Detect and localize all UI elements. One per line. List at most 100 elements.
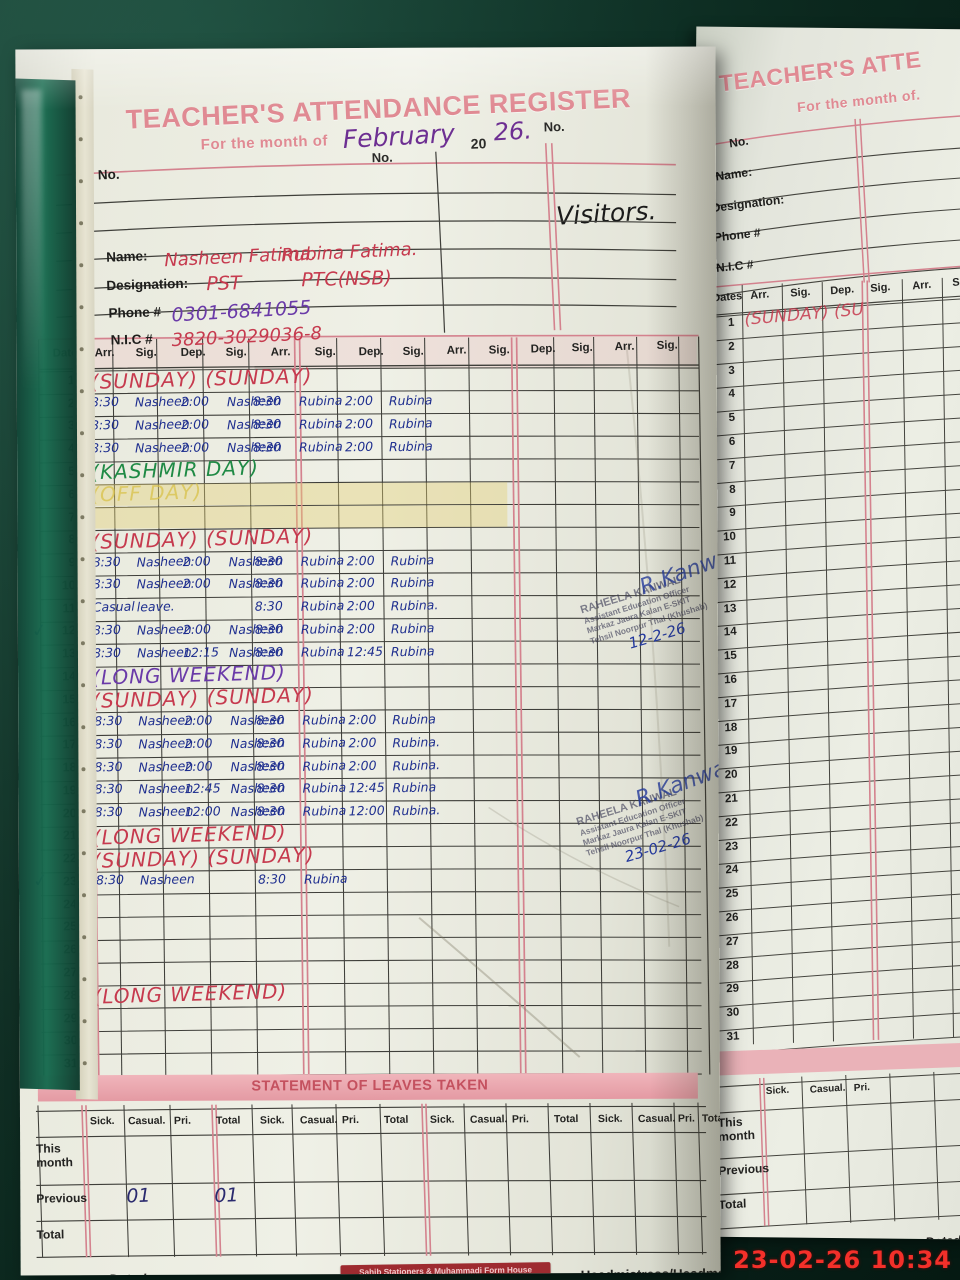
binding-hole	[81, 725, 86, 730]
attendance-grid	[35, 143, 711, 1259]
cell-arr1: 8:30	[94, 735, 123, 752]
cell-arr2: 8:30	[256, 757, 285, 774]
cell-dep2: 2:00	[348, 757, 377, 773]
leaves-col-header: Pri.	[511, 1113, 530, 1126]
designation-value-1: PST	[206, 272, 242, 296]
col-header-dep-3: Dep.	[180, 346, 206, 360]
cell-sig3: Rubina	[301, 643, 346, 660]
cell-sig3: Rubina	[300, 620, 345, 637]
binding-hole	[78, 95, 83, 100]
cell-arr1: 8:30	[93, 712, 123, 729]
right-date-number: 21	[724, 792, 739, 806]
right-date-number: 17	[724, 697, 738, 711]
binding-hole	[82, 1019, 87, 1024]
cell-arr1: 8:30	[90, 393, 120, 410]
cell-dep1: 12:15	[183, 644, 220, 660]
cell-dep1: 12:00	[184, 803, 222, 820]
right-leaves-col-header: Sick.	[765, 1084, 790, 1098]
cell-sig4: Rubina.	[392, 802, 441, 819]
cell-sig3: Rubina	[303, 871, 348, 888]
cell-sig4: Rubina	[390, 574, 435, 591]
leaves-col-header: Pri.	[677, 1112, 696, 1125]
right-date-number: 19	[724, 744, 738, 758]
right-leaves-row-label: This month	[717, 1114, 756, 1145]
col-header-arr-9: Arr.	[446, 344, 467, 358]
cell-arr2: 8:30	[255, 643, 284, 660]
col-header-sig-6: Sig.	[314, 345, 336, 359]
binding-hole	[81, 683, 86, 688]
cell-dep2: 2:00	[346, 597, 376, 614]
cell-sig3: Rubina	[302, 757, 347, 774]
field-label-4: N.I.C #	[110, 331, 153, 348]
cell-sig3: Rubina	[300, 552, 345, 569]
cell-sig3: Rubina	[302, 780, 347, 796]
leaves-col-header: Total	[553, 1112, 579, 1126]
camera-timestamp: 23-02-26 10:34	[733, 1246, 952, 1274]
cell-sig4: Rubina	[389, 438, 434, 454]
field-label-2: Designation:	[106, 275, 189, 294]
cell-dep1: 12:45	[184, 780, 221, 797]
cell-sig3: Rubina	[299, 438, 344, 455]
cell-arr1: 8:30	[92, 621, 122, 638]
cell-dep1: 2:00	[184, 757, 213, 774]
binding-hole	[81, 851, 86, 856]
cell-arr2: 8:30	[256, 734, 285, 751]
right-date-number: 30	[726, 1006, 740, 1020]
cell-dep2: 2:00	[344, 415, 374, 432]
field-label-3: Phone #	[108, 304, 162, 321]
cell-arr1: 8:30	[92, 553, 121, 570]
cell-dep2: 2:00	[348, 734, 377, 751]
right-page-grid	[700, 113, 960, 1231]
right-date-number: 29	[726, 982, 740, 996]
cell-arr1: 8:30	[93, 644, 122, 661]
previous-casual-value: 01	[125, 1184, 151, 1208]
right-field-label-0: No.	[728, 133, 750, 151]
binding-hole	[81, 767, 86, 772]
cell-arr1: 8:30	[95, 872, 124, 888]
col-header-sig-2: Sig.	[135, 346, 157, 360]
binding-hole	[82, 1061, 87, 1066]
leaves-col-header: Sick.	[597, 1112, 623, 1126]
cell-sig3: Rubina	[300, 575, 345, 592]
right-date-number: 31	[726, 1030, 740, 1044]
cell-arr2: 8:30	[254, 575, 283, 592]
cell-arr1: 8:30	[94, 803, 124, 820]
col-header-dep-7: Dep.	[358, 345, 384, 359]
cell-arr1: 8:30	[91, 439, 120, 456]
cell-arr2: 8:30	[254, 620, 284, 637]
right-date-number: 23	[725, 840, 739, 853]
col-header-dep-11: Dep.	[530, 342, 556, 356]
cell-arr2: 8:30	[256, 803, 286, 819]
binding-hole	[78, 137, 83, 142]
binding-hole	[79, 389, 84, 394]
cell-dep2: 12:45	[348, 779, 385, 796]
cell-arr1: 8:30	[94, 758, 123, 775]
binding-hole	[80, 473, 85, 478]
right-date-number: 28	[725, 959, 740, 972]
cell-arr2: 8:30	[252, 393, 282, 409]
col-header-arr-5: Arr.	[270, 346, 291, 359]
col-header-arr-13: Arr.	[614, 340, 635, 353]
right-col-header-1: Arr.	[749, 288, 770, 302]
cell-dep1: 2:00	[184, 735, 213, 751]
cell-arr2: 8:30	[254, 552, 283, 569]
statement-title: STATEMENT OF LEAVES TAKEN	[251, 1077, 489, 1095]
cell-sig3: Rubina	[298, 392, 343, 409]
leaves-row-label: Total	[36, 1227, 65, 1242]
binding-hole	[80, 641, 85, 646]
col-header-sig-14: Sig.	[656, 339, 678, 352]
col-header-sig-10: Sig.	[488, 343, 510, 357]
leaves-col-header: Sick.	[259, 1114, 285, 1127]
leaves-col-header: Casual.	[637, 1112, 676, 1126]
binding-hole	[79, 347, 84, 352]
leaves-col-header: Pri.	[341, 1113, 360, 1127]
cell-dep2: 2:00	[345, 438, 374, 455]
col-header-arr-1: Arr.	[94, 346, 115, 360]
right-date-number: 25	[725, 887, 739, 901]
right-page: TEACHER'S ATTE For the month of. No. Name: D…	[683, 26, 960, 1240]
binding-hole	[82, 893, 87, 898]
right-col-header-5: Arr.	[911, 278, 932, 292]
cell-sig4: Rubina	[391, 711, 436, 728]
binding-hole	[82, 935, 87, 940]
col-header-sig2-8: Sig.	[402, 345, 424, 359]
